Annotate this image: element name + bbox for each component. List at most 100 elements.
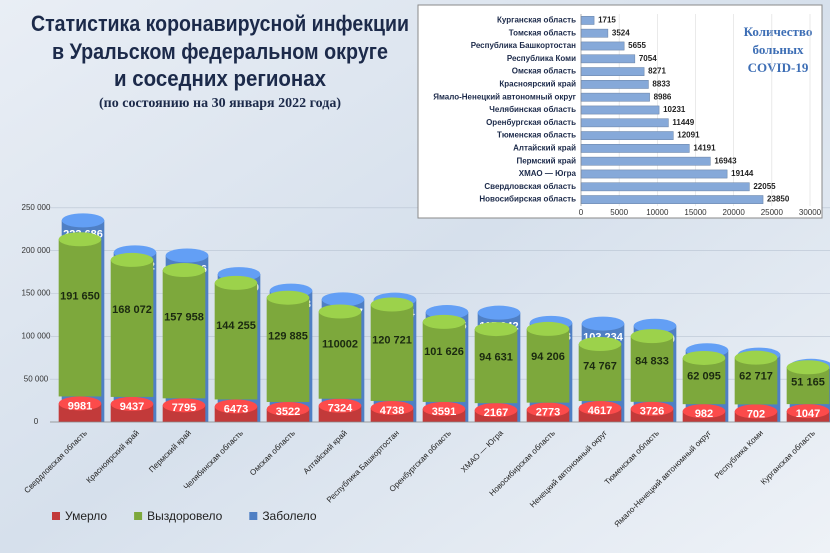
bar-cap: [370, 400, 414, 415]
bar-recovered: [630, 336, 674, 402]
y-tick-label: Новосибирская область: [479, 195, 576, 204]
inset-title-line: COVID-19: [748, 60, 809, 75]
title-line: Статистика коронавирусной инфекции: [31, 11, 409, 36]
legend-swatch: [249, 512, 258, 520]
bar: [580, 144, 690, 153]
bar-cap: [526, 402, 570, 417]
value-label: 3726: [640, 406, 664, 418]
value-label: 7054: [639, 54, 657, 63]
x-tick-label: 10000: [646, 208, 669, 217]
value-label: 8271: [648, 67, 666, 76]
bar: [580, 67, 645, 76]
y-tick-label: 50 000: [24, 374, 49, 383]
x-tick-label: 5000: [610, 208, 628, 217]
x-tick-label: 25000: [761, 208, 784, 217]
bar-cap: [61, 213, 105, 228]
x-tick-label: 0: [579, 208, 584, 217]
value-label: 6473: [224, 403, 248, 415]
value-label: 101 626: [424, 346, 464, 358]
y-tick-label: Оренбургская область: [486, 118, 576, 127]
value-label: 9437: [120, 401, 144, 413]
bar-recovered: [110, 259, 154, 397]
bar-recovered: [578, 343, 622, 402]
value-label: 74 767: [583, 360, 617, 372]
value-label: 16943: [714, 156, 737, 165]
bar: [580, 54, 636, 64]
bar-cap: [162, 263, 206, 278]
value-label: 10231: [663, 105, 686, 114]
bar-cap: [682, 404, 726, 419]
bar-cap: [474, 403, 518, 418]
x-tick-label: 20000: [723, 208, 746, 217]
value-label: 144 255: [216, 320, 256, 332]
bar: [580, 41, 625, 51]
bar-cap: [58, 396, 102, 411]
value-label: 14191: [693, 144, 716, 153]
y-tick-label: 200 000: [22, 246, 51, 255]
bar-cap: [578, 401, 622, 416]
bar: [580, 195, 764, 204]
bar-cap: [162, 398, 206, 413]
bar-cap: [581, 316, 625, 331]
y-tick-label: Омская область: [512, 67, 576, 76]
value-label: 8833: [652, 80, 670, 89]
bar-cap: [266, 401, 310, 416]
bar: [580, 156, 711, 166]
legend-label: Заболело: [262, 509, 317, 523]
y-tick-label: Пермский край: [516, 156, 576, 165]
bar-recovered: [318, 311, 362, 399]
bar-cap: [578, 336, 622, 351]
bar: [580, 80, 649, 89]
value-label: 94 631: [479, 351, 513, 363]
value-label: 7795: [172, 402, 196, 414]
y-tick-label: Тюменская область: [497, 131, 576, 140]
bar-recovered: [526, 328, 570, 403]
x-tick-label: 30000: [799, 208, 822, 217]
bar: [580, 182, 750, 192]
bar-cap: [266, 290, 310, 305]
y-tick-label: Республика Коми: [507, 54, 576, 63]
inset-title-line: больных: [753, 42, 804, 57]
bar-recovered: [58, 239, 102, 397]
legend-label: Выздоровело: [147, 509, 223, 523]
bar-cap: [786, 360, 830, 375]
value-label: 3591: [432, 406, 456, 418]
legend-swatch: [52, 512, 60, 520]
value-label: 11449: [672, 118, 694, 127]
value-label: 191 650: [60, 291, 100, 303]
bar-cap: [734, 404, 778, 419]
bar-cap: [786, 404, 830, 419]
value-label: 23850: [767, 195, 790, 204]
value-label: 3524: [612, 28, 630, 37]
bar-cap: [321, 292, 365, 307]
value-label: 8986: [654, 92, 672, 101]
value-label: 12091: [677, 131, 700, 140]
value-label: 110002: [322, 338, 358, 350]
bar-cap: [214, 275, 258, 290]
bar: [580, 131, 674, 140]
bar-cap: [370, 297, 414, 312]
y-tick-label: ХМАО — Югра: [519, 169, 577, 178]
bar-cap: [422, 314, 466, 329]
value-label: 3522: [276, 406, 300, 418]
value-label: 9981: [68, 400, 92, 412]
value-label: 84 833: [635, 355, 669, 367]
bar: [580, 118, 669, 128]
title-line: в Уральском федеральном округе: [52, 39, 388, 64]
bar: [580, 105, 660, 115]
value-label: 51 165: [791, 377, 825, 389]
value-label: 5655: [628, 41, 646, 50]
bar: [580, 92, 650, 102]
bar-cap: [110, 396, 154, 411]
legend-swatch: [134, 512, 143, 520]
bar-recovered: [734, 357, 778, 405]
y-tick-label: 100 000: [22, 331, 51, 340]
value-label: 1715: [598, 16, 616, 25]
value-label: 168 072: [112, 304, 152, 316]
value-label: 7324: [328, 403, 353, 415]
bar-cap: [318, 304, 362, 319]
bar-recovered: [266, 297, 310, 402]
y-tick-label: Красноярский край: [499, 80, 576, 89]
bar: [580, 28, 609, 38]
